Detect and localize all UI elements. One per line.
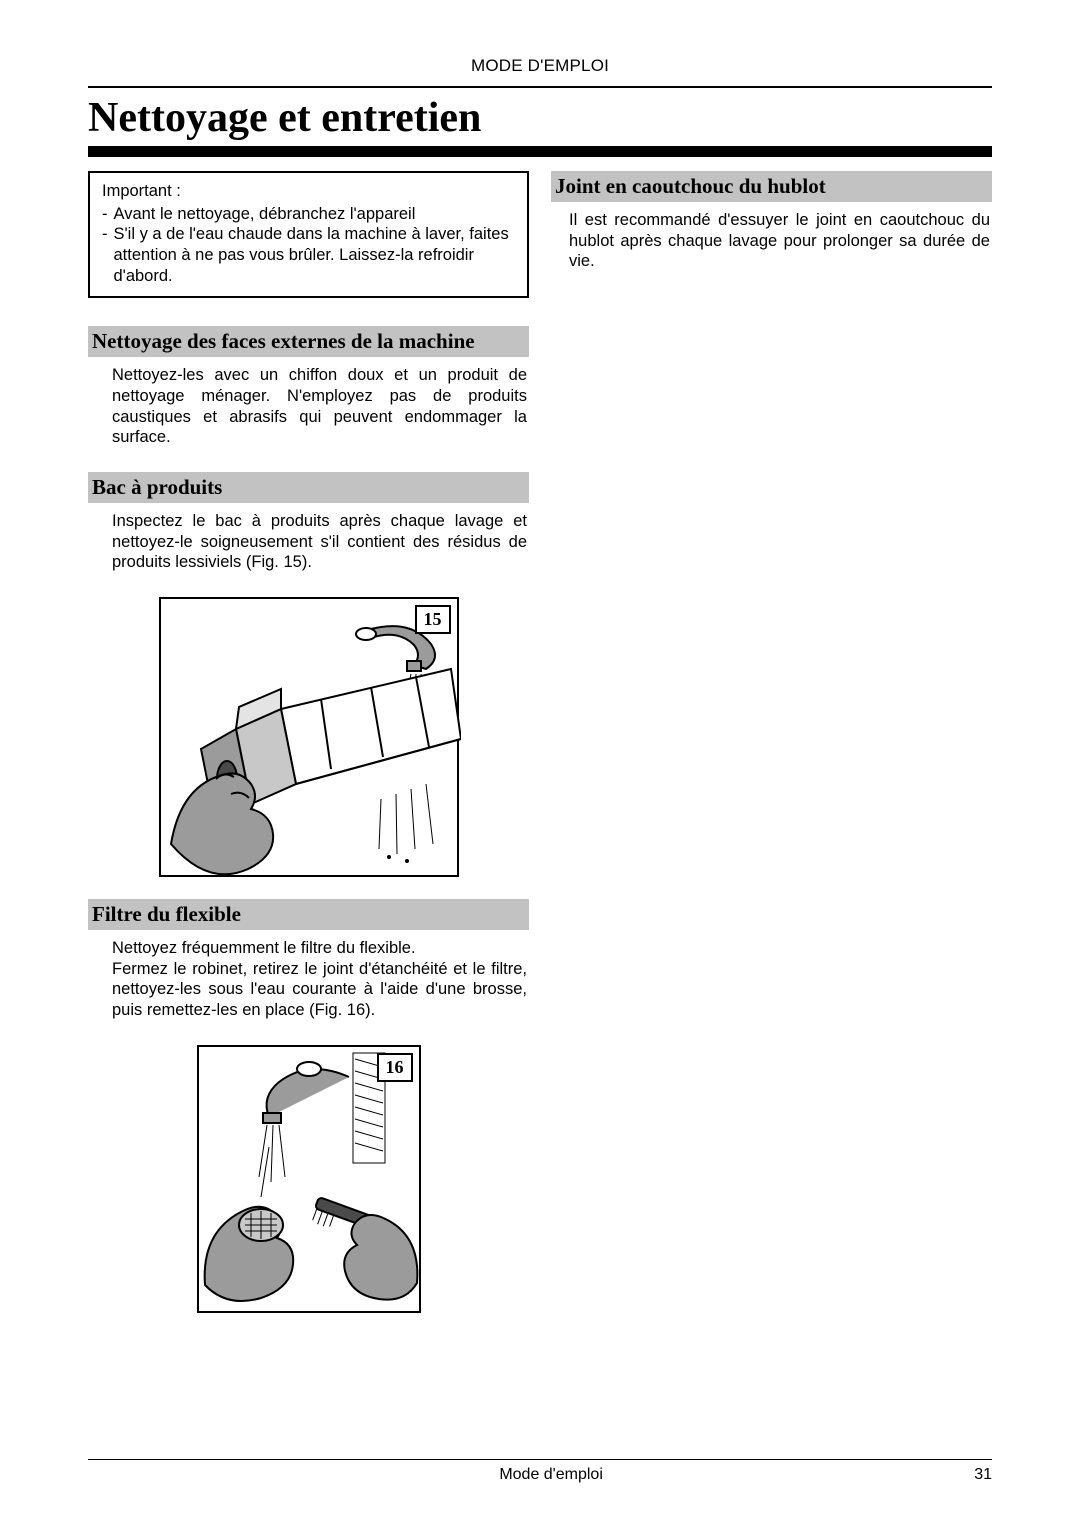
figure-16-wrap: 16 — [88, 1045, 529, 1313]
figure-15-wrap: 15 — [88, 597, 529, 877]
drawer-rinse-illustration-icon — [161, 599, 461, 879]
section-text: Inspectez le bac à produits après chaque… — [88, 511, 529, 573]
figure-15: 15 — [159, 597, 459, 877]
footer-label: Mode d'emploi — [128, 1466, 974, 1484]
two-column-layout: Important : - Avant le nettoyage, débran… — [88, 171, 992, 1335]
document-header: MODE D'EMPLOI — [88, 56, 992, 76]
title-underline-band — [88, 146, 992, 157]
left-column: Important : - Avant le nettoyage, débran… — [88, 171, 529, 1335]
filter-brush-illustration-icon — [199, 1047, 423, 1315]
important-box: Important : - Avant le nettoyage, débran… — [88, 171, 529, 298]
important-item: - Avant le nettoyage, débranchez l'appar… — [102, 204, 517, 225]
section-heading-external-faces: Nettoyage des faces externes de la machi… — [88, 326, 529, 357]
figure-label: 16 — [377, 1053, 413, 1082]
top-rule — [88, 86, 992, 88]
page-footer: Mode d'emploi 31 — [88, 1459, 992, 1484]
important-item: - S'il y a de l'eau chaude dans la machi… — [102, 224, 517, 286]
section-heading-filtre-flexible: Filtre du flexible — [88, 899, 529, 930]
section-text: Nettoyez-les avec un chiffon doux et un … — [88, 365, 529, 448]
section-heading-joint-hublot: Joint en caoutchouc du hublot — [551, 171, 992, 202]
right-column: Joint en caoutchouc du hublot Il est rec… — [551, 171, 992, 1335]
section-text: Il est recommandé d'essuyer le joint en … — [551, 210, 992, 272]
section-heading-bac-produits: Bac à produits — [88, 472, 529, 503]
section-text: Nettoyez fréquemment le filtre du flexib… — [88, 938, 529, 1021]
figure-16: 16 — [197, 1045, 421, 1313]
figure-label: 15 — [415, 605, 451, 634]
important-label: Important : — [102, 181, 517, 202]
page-title: Nettoyage et entretien — [88, 94, 992, 142]
page-number: 31 — [974, 1466, 992, 1484]
